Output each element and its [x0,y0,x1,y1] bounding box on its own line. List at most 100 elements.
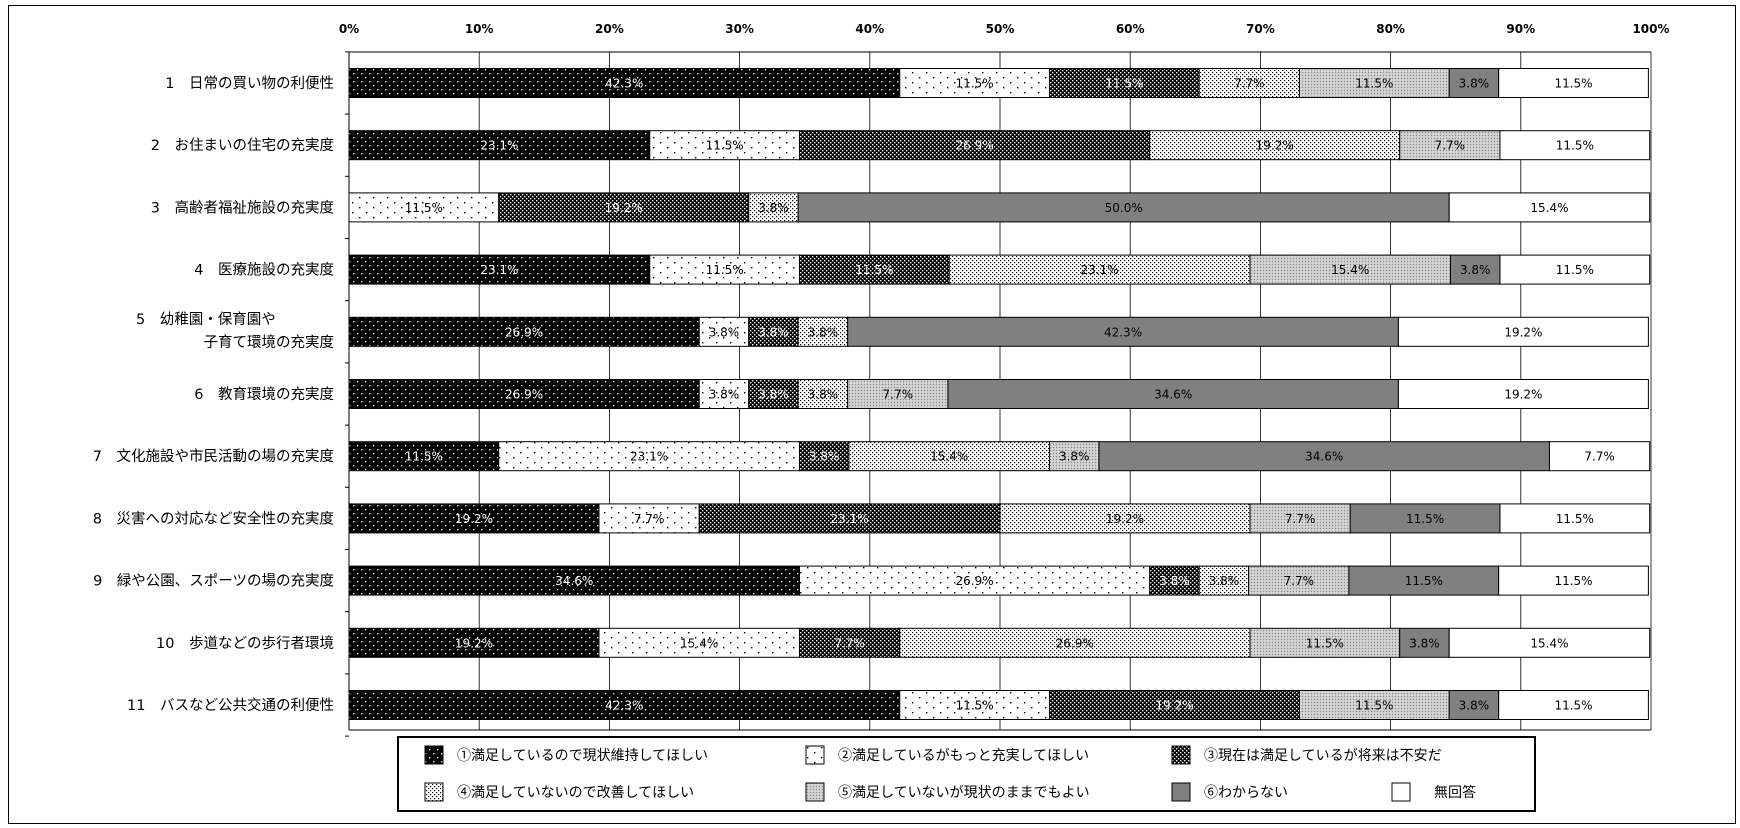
data-label: 11.5% [1355,699,1393,713]
data-label: 7.7% [883,388,914,402]
data-label: 34.6% [555,574,593,588]
data-label: 23.1% [831,512,869,526]
bar-segment [698,503,1001,534]
data-label: 11.5% [706,139,744,153]
data-label: 7.7% [1285,512,1316,526]
bar-segment [1448,192,1651,223]
bar-segment [847,379,949,409]
bar-segment [1498,690,1649,720]
data-label: 3.8% [709,388,740,402]
bar-segment [1448,68,1500,98]
x-tick-label: 100% [1632,22,1669,36]
data-label: 11.5% [1554,699,1592,713]
category-label: 7 文化施設や市民活動の場の充実度 [93,448,334,465]
bar-segment [899,690,1050,720]
legend-label: 無回答 [1434,784,1476,801]
data-label: 3.8% [758,201,789,215]
bar-segment [798,130,1151,161]
data-label: 3.8% [1159,574,1190,588]
category-label: 2 お住まいの住宅の充実度 [151,137,334,154]
data-label: 7.7% [634,512,665,526]
data-label: 23.1% [480,263,518,277]
bar-segment [798,565,1151,596]
legend-swatch [424,745,444,765]
data-label: 26.9% [956,574,994,588]
bar-segment [1448,627,1651,658]
data-label: 11.5% [1355,77,1393,91]
data-label: 11.5% [1105,77,1143,91]
data-label: 11.5% [1554,574,1592,588]
data-label: 3.8% [1409,636,1440,650]
category-label: 6 教育環境の充実度 [194,385,334,403]
category-label: 子育て環境の充実度 [204,333,335,351]
bar-segment [1399,130,1501,161]
data-label: 11.5% [405,201,443,215]
data-label: 15.4% [930,450,968,464]
bar-segment [1098,441,1550,472]
bar-segment [1499,130,1651,161]
data-label: 11.5% [855,263,893,277]
data-label: 23.1% [480,139,518,153]
data-label: 3.8% [808,388,839,402]
x-tick-label: 80% [1376,22,1405,36]
data-label: 34.6% [1154,388,1192,402]
data-label: 19.2% [1504,388,1542,402]
legend-label: ④満足していないので改善してほしい [457,785,694,801]
bar-segment [1248,565,1350,596]
x-tick-label: 70% [1246,22,1275,36]
data-label: 7.7% [1234,77,1265,91]
data-label: 11.5% [1405,574,1443,588]
data-label: 19.2% [1504,325,1542,339]
bar-segment [348,627,600,658]
legend-swatch [805,745,825,765]
data-label: 11.5% [956,699,994,713]
legend-swatch [1171,745,1191,765]
data-label: 19.2% [605,201,643,215]
bar-segment [348,565,800,596]
data-label: 11.5% [1554,77,1592,91]
bar-segment [798,254,950,285]
data-label: 3.8% [1059,450,1090,464]
legend-label: ⑥わからない [1204,785,1288,801]
category-label: 11 バスなど公共交通の利便性 [127,696,334,714]
bar-segment [948,254,1251,285]
data-label: 11.5% [1556,263,1594,277]
data-label: 11.5% [706,263,744,277]
bar-segment [797,379,849,409]
data-label: 7.7% [1584,450,1615,464]
data-label: 23.1% [630,450,668,464]
bar-segment [748,192,799,223]
bar-segment [748,379,799,409]
data-label: 19.2% [455,512,493,526]
data-label: 50.0% [1105,201,1143,215]
category-label: 5 幼稚園・保育園や [136,311,276,328]
bar-segment [1499,503,1651,534]
bar-segment [999,503,1251,534]
x-tick-label: 40% [855,22,884,36]
bar-segment [598,627,800,658]
data-label: 3.8% [758,388,789,402]
data-label: 26.9% [505,325,543,339]
bar-segment [848,441,1050,472]
data-label: 11.5% [1406,512,1444,526]
x-tick-label: 10% [465,22,494,36]
category-label: 4 医療施設の充実度 [194,262,334,279]
bar-segment [1298,68,1450,98]
bar-segment [498,441,800,472]
bar-segment [1448,690,1500,720]
x-tick-label: 20% [595,22,624,36]
bar-segment [797,316,849,347]
bar-segment [899,627,1251,658]
bar-segment [348,690,901,720]
data-label: 26.9% [505,388,543,402]
bar-segment [598,503,700,534]
category-label: 9 緑や公園、スポーツの場の充実度 [93,573,334,590]
data-label: 3.8% [758,325,789,339]
bar-segment [348,441,500,472]
bar-segment [1048,690,1300,720]
data-label: 3.8% [709,325,740,339]
bar-segment [748,316,799,347]
legend-label: ①満足しているので現状維持してほしい [457,748,708,764]
legend-swatch [805,782,825,802]
